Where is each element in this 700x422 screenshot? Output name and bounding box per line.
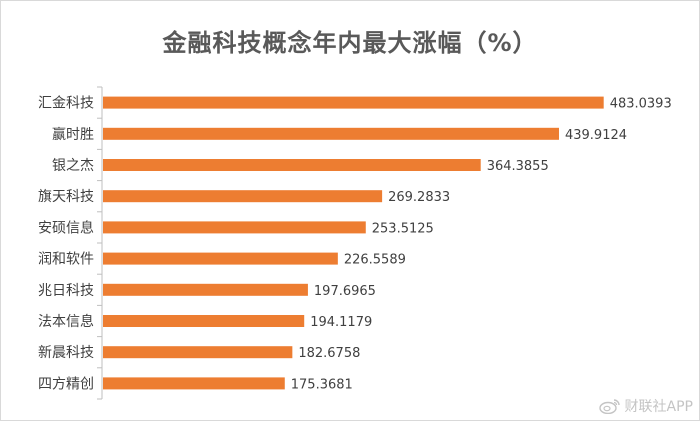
chart-title: 金融科技概念年内最大涨幅（%） <box>162 29 538 57</box>
category-label: 安硕信息 <box>38 219 94 236</box>
bar <box>103 96 604 109</box>
watermark-text: 财联社APP <box>624 399 693 415</box>
category-label: 旗天科技 <box>38 189 94 205</box>
bar <box>103 377 285 390</box>
bar <box>103 315 305 327</box>
bar <box>103 221 366 234</box>
value-label: 194.1179 <box>310 315 372 330</box>
weibo-icon <box>598 399 620 414</box>
value-label: 175.3681 <box>291 377 353 392</box>
value-label: 269.2833 <box>388 190 450 205</box>
category-label: 新晨科技 <box>38 345 94 361</box>
value-label: 253.5125 <box>372 221 434 236</box>
value-label: 226.5589 <box>344 253 406 268</box>
bar <box>103 190 383 203</box>
bar <box>103 346 293 359</box>
category-label: 汇金科技 <box>38 96 94 112</box>
category-label: 法本信息 <box>38 313 94 330</box>
source-watermark: 财联社APP <box>598 396 693 416</box>
bar <box>103 252 338 265</box>
value-label: 439.9124 <box>565 128 627 143</box>
value-label: 197.6965 <box>314 284 376 299</box>
value-label: 364.3855 <box>487 159 549 174</box>
bar <box>103 159 481 171</box>
category-label: 银之杰 <box>52 158 94 174</box>
bar <box>103 127 559 140</box>
category-label: 四方精创 <box>38 376 94 392</box>
bar <box>103 283 308 296</box>
category-label: 兆日科技 <box>38 283 94 299</box>
category-label: 润和软件 <box>38 252 94 268</box>
value-label: 483.0393 <box>610 97 672 112</box>
category-label: 赢时胜 <box>52 126 94 143</box>
value-label: 182.6758 <box>298 346 360 361</box>
